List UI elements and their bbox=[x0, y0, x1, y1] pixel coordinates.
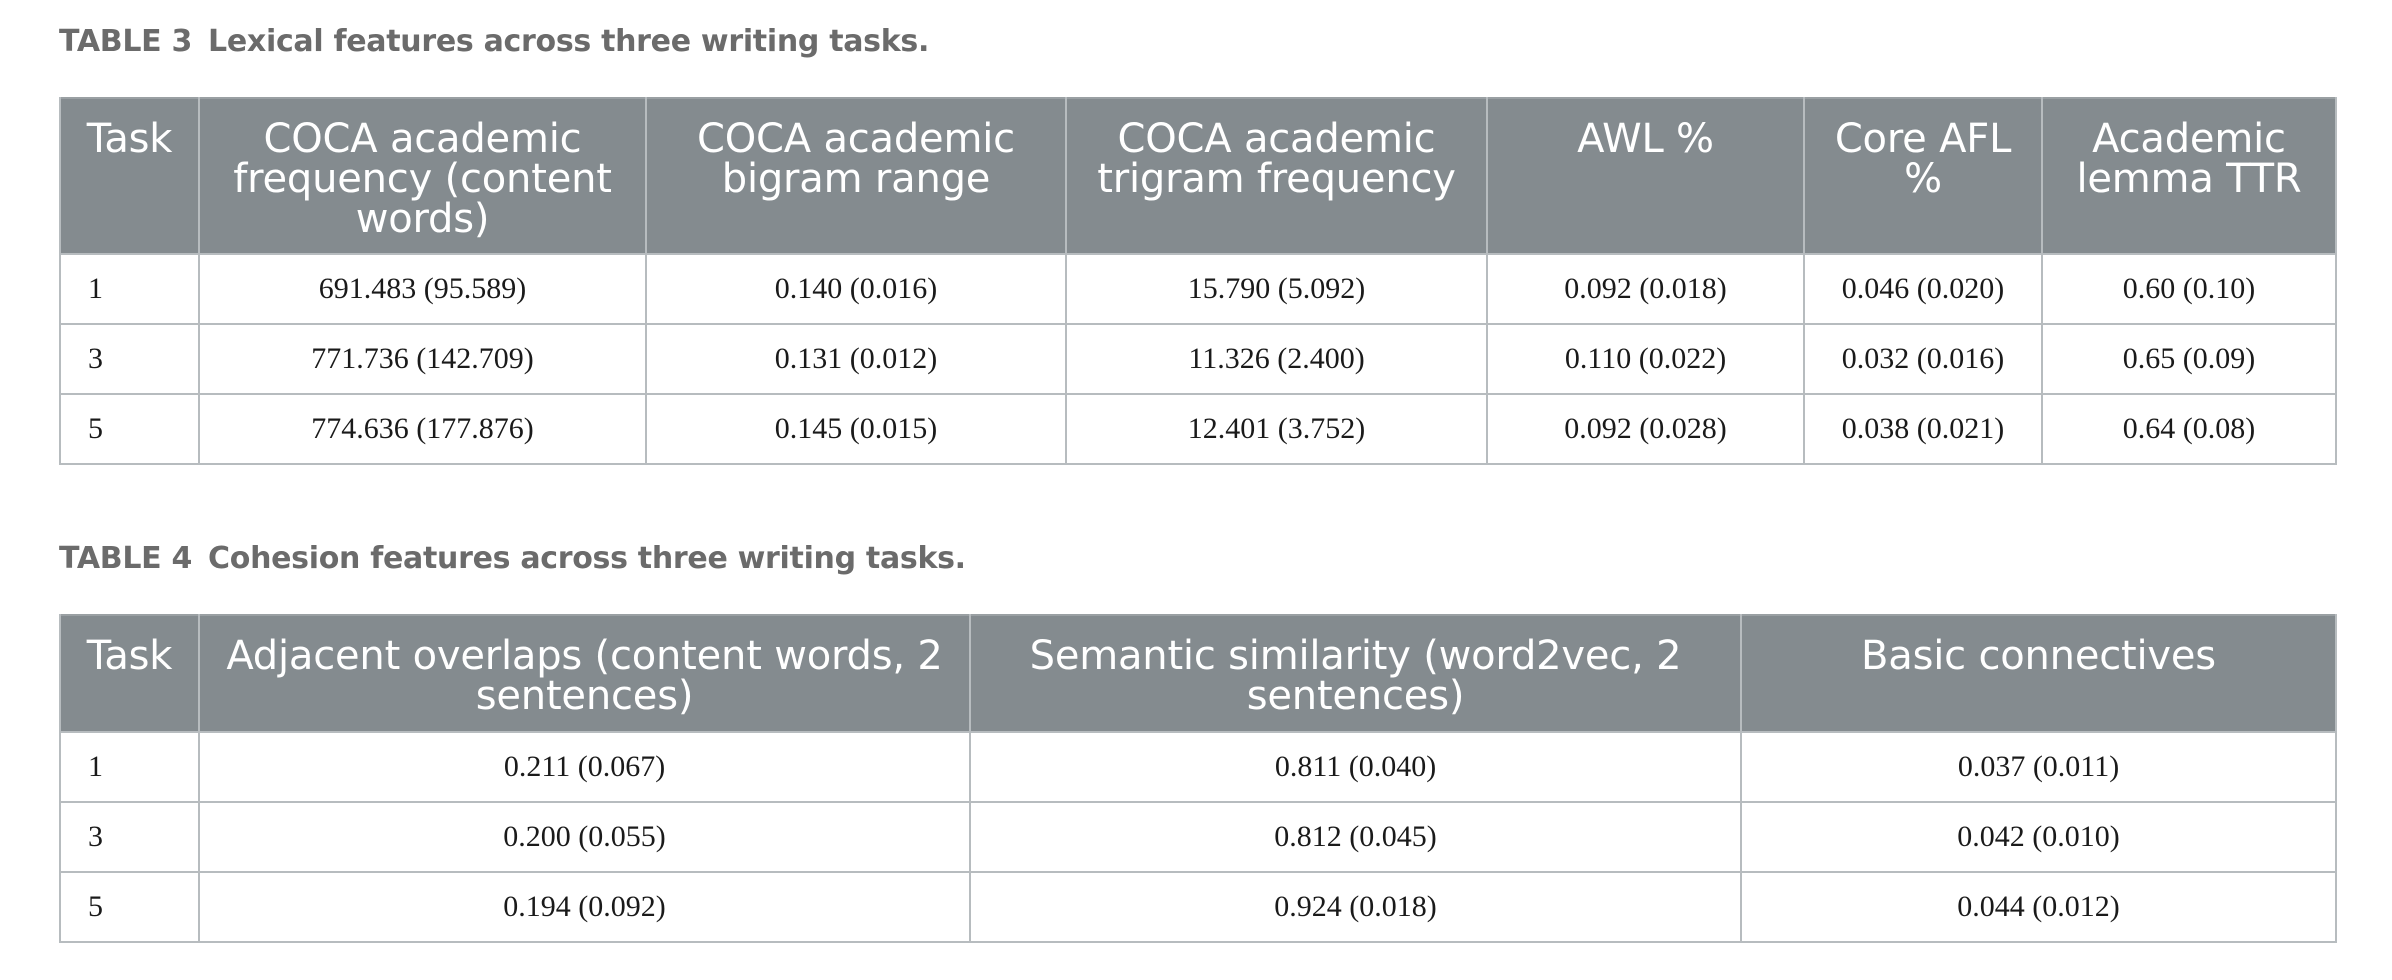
table-cell: 5 bbox=[59, 871, 200, 943]
table4-label: TABLE 4 bbox=[59, 541, 193, 576]
table-row: 3 771.736 (142.709) 0.131 (0.012) 11.326… bbox=[59, 323, 2337, 395]
table-cell: 0.092 (0.028) bbox=[1486, 393, 1805, 465]
table4-header-basic-connectives: Basic connectives bbox=[1740, 615, 2337, 732]
table-cell: 0.044 (0.012) bbox=[1740, 871, 2337, 943]
table-cell: 0.110 (0.022) bbox=[1486, 323, 1805, 395]
table-cell: 771.736 (142.709) bbox=[198, 323, 647, 395]
table3-header-task: Task bbox=[59, 98, 200, 254]
table-cell: 5 bbox=[59, 393, 200, 465]
table3: Task COCA academic frequency (content wo… bbox=[59, 97, 2337, 465]
table-cell: 12.401 (3.752) bbox=[1065, 393, 1488, 465]
table-cell: 0.200 (0.055) bbox=[198, 801, 971, 873]
table-cell: 0.037 (0.011) bbox=[1740, 731, 2337, 803]
table-cell: 0.032 (0.016) bbox=[1803, 323, 2043, 395]
table4-caption: TABLE 4 Cohesion features across three wr… bbox=[59, 541, 966, 577]
table-row: 1 0.211 (0.067) 0.811 (0.040) 0.037 (0.0… bbox=[59, 731, 2337, 803]
table4-header-adjacent-overlaps: Adjacent overlaps (content words, 2 sent… bbox=[198, 615, 971, 732]
table4-header-semantic-similarity: Semantic similarity (word2vec, 2 sentenc… bbox=[969, 615, 1742, 732]
table-cell: 0.140 (0.016) bbox=[645, 253, 1067, 325]
table-cell: 1 bbox=[59, 253, 200, 325]
table-cell: 0.194 (0.092) bbox=[198, 871, 971, 943]
table4-header-row: Task Adjacent overlaps (content words, 2… bbox=[59, 615, 2337, 732]
table-cell: 0.65 (0.09) bbox=[2041, 323, 2337, 395]
table3-header-coca-frequency: COCA academic frequency (content words) bbox=[198, 98, 647, 254]
table-cell: 3 bbox=[59, 323, 200, 395]
table-cell: 0.211 (0.067) bbox=[198, 731, 971, 803]
table3-header-bigram-range: COCA academic bigram range bbox=[645, 98, 1067, 254]
table3-header-awl: AWL % bbox=[1486, 98, 1805, 254]
table-cell: 774.636 (177.876) bbox=[198, 393, 647, 465]
table-row: 1 691.483 (95.589) 0.140 (0.016) 15.790 … bbox=[59, 253, 2337, 325]
table-cell: 0.924 (0.018) bbox=[969, 871, 1742, 943]
table-cell: 1 bbox=[59, 731, 200, 803]
table3-header-lemma-ttr: Academic lemma TTR bbox=[2041, 98, 2337, 254]
table-cell: 0.64 (0.08) bbox=[2041, 393, 2337, 465]
table-cell: 0.811 (0.040) bbox=[969, 731, 1742, 803]
table-cell: 0.131 (0.012) bbox=[645, 323, 1067, 395]
table-cell: 11.326 (2.400) bbox=[1065, 323, 1488, 395]
table-row: 3 0.200 (0.055) 0.812 (0.045) 0.042 (0.0… bbox=[59, 801, 2337, 873]
table3-header-row: Task COCA academic frequency (content wo… bbox=[59, 98, 2337, 254]
table-row: 5 774.636 (177.876) 0.145 (0.015) 12.401… bbox=[59, 393, 2337, 465]
table-cell: 0.046 (0.020) bbox=[1803, 253, 2043, 325]
table-cell: 0.145 (0.015) bbox=[645, 393, 1067, 465]
table-cell: 0.60 (0.10) bbox=[2041, 253, 2337, 325]
table-cell: 15.790 (5.092) bbox=[1065, 253, 1488, 325]
table4-title: Cohesion features across three writing t… bbox=[208, 541, 966, 576]
table4-header-task: Task bbox=[59, 615, 200, 732]
table-cell: 691.483 (95.589) bbox=[198, 253, 647, 325]
table4: Task Adjacent overlaps (content words, 2… bbox=[59, 614, 2337, 943]
table-cell: 0.092 (0.018) bbox=[1486, 253, 1805, 325]
table-cell: 0.038 (0.021) bbox=[1803, 393, 2043, 465]
table-cell: 0.042 (0.010) bbox=[1740, 801, 2337, 873]
table3-caption: TABLE 3 Lexical features across three wri… bbox=[59, 24, 929, 60]
table3-header-trigram-frequency: COCA academic trigram frequency bbox=[1065, 98, 1488, 254]
table-cell: 0.812 (0.045) bbox=[969, 801, 1742, 873]
table-row: 5 0.194 (0.092) 0.924 (0.018) 0.044 (0.0… bbox=[59, 871, 2337, 943]
table-cell: 3 bbox=[59, 801, 200, 873]
table3-label: TABLE 3 bbox=[59, 24, 193, 59]
table3-header-core-afl: Core AFL % bbox=[1803, 98, 2043, 254]
table3-title: Lexical features across three writing ta… bbox=[208, 24, 930, 59]
